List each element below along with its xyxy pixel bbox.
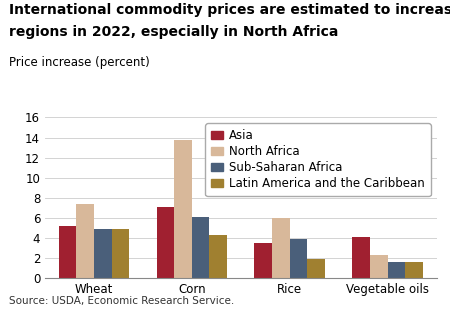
Bar — [94, 229, 112, 278]
Text: Source: USDA, Economic Research Service.: Source: USDA, Economic Research Service. — [9, 296, 234, 306]
Bar — [290, 239, 307, 278]
Bar — [272, 218, 290, 278]
Text: International commodity prices are estimated to increase across all: International commodity prices are estim… — [9, 3, 450, 17]
Bar — [405, 262, 423, 278]
Bar — [76, 204, 94, 278]
Bar — [192, 217, 209, 278]
Bar — [387, 262, 405, 278]
Bar — [370, 255, 387, 278]
Bar — [209, 235, 227, 278]
Bar — [157, 207, 174, 278]
Bar — [352, 237, 370, 278]
Bar — [112, 229, 129, 278]
Bar — [174, 139, 192, 278]
Text: regions in 2022, especially in North Africa: regions in 2022, especially in North Afr… — [9, 25, 338, 39]
Bar — [307, 259, 325, 278]
Bar — [58, 226, 76, 278]
Text: Price increase (percent): Price increase (percent) — [9, 56, 150, 69]
Legend: Asia, North Africa, Sub-Saharan Africa, Latin America and the Caribbean: Asia, North Africa, Sub-Saharan Africa, … — [205, 123, 431, 196]
Bar — [254, 243, 272, 278]
